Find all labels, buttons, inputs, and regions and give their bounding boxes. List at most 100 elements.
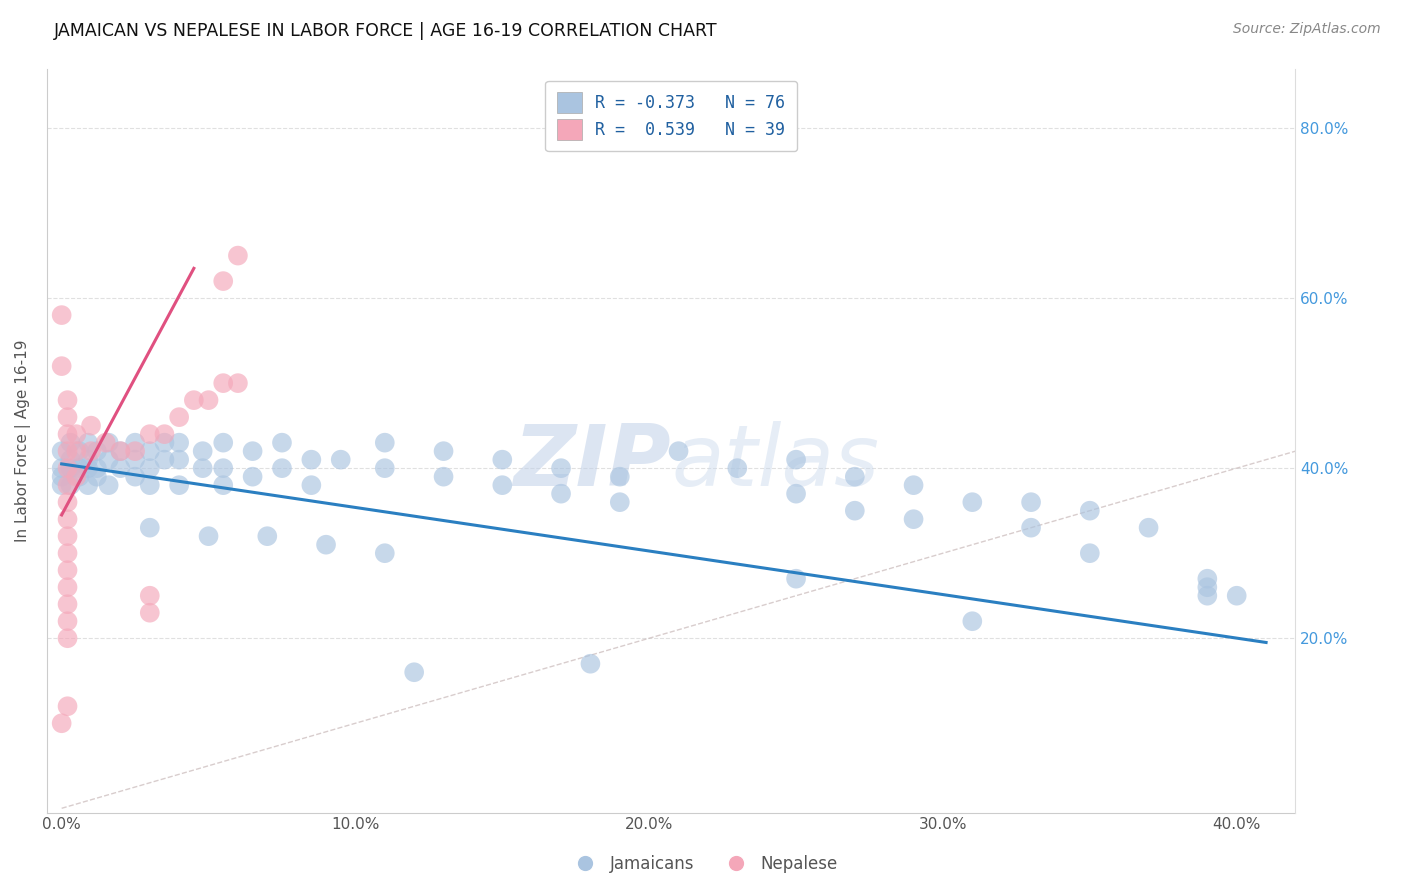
Legend: Jamaicans, Nepalese: Jamaicans, Nepalese [561,848,845,880]
Point [491,478,513,492]
Point [56,580,79,594]
Point [86,461,108,475]
Point [374,546,396,560]
Point [183,393,205,408]
Point [167,452,190,467]
Point [725,461,748,475]
Point [242,469,264,483]
Point [124,435,146,450]
Point [1197,580,1219,594]
Point [56,461,79,475]
Point [80,444,103,458]
Point [197,529,219,543]
Point [77,461,100,475]
Point [212,435,235,450]
Point [197,393,219,408]
Point [1137,521,1160,535]
Point [153,452,176,467]
Point [56,699,79,714]
Point [56,478,79,492]
Point [844,469,866,483]
Point [124,469,146,483]
Point [1078,504,1101,518]
Y-axis label: In Labor Force | Age 16-19: In Labor Force | Age 16-19 [15,339,31,541]
Point [785,572,807,586]
Point [903,512,925,526]
Point [56,512,79,526]
Point [56,495,79,509]
Point [167,478,190,492]
Point [56,631,79,645]
Point [51,478,73,492]
Point [77,435,100,450]
Point [56,546,79,560]
Point [124,444,146,458]
Point [212,478,235,492]
Point [51,444,73,458]
Point [59,452,82,467]
Point [124,452,146,467]
Point [491,452,513,467]
Point [86,469,108,483]
Point [299,452,322,467]
Point [77,478,100,492]
Point [56,597,79,611]
Point [153,435,176,450]
Point [315,538,337,552]
Point [51,469,73,483]
Point [59,461,82,475]
Text: atlas: atlas [671,421,879,504]
Point [299,478,322,492]
Point [579,657,602,671]
Point [374,435,396,450]
Point [51,308,73,322]
Point [962,495,984,509]
Point [1226,589,1249,603]
Point [56,529,79,543]
Point [56,393,79,408]
Point [56,563,79,577]
Point [94,435,117,450]
Point [432,469,454,483]
Point [226,249,249,263]
Point [271,461,294,475]
Point [271,435,294,450]
Point [65,427,87,442]
Point [242,444,264,458]
Point [1019,495,1042,509]
Point [1078,546,1101,560]
Point [1019,521,1042,535]
Point [167,435,190,450]
Point [153,427,176,442]
Point [139,521,162,535]
Point [67,444,90,458]
Point [56,614,79,628]
Text: JAMAICAN VS NEPALESE IN LABOR FORCE | AGE 16-19 CORRELATION CHART: JAMAICAN VS NEPALESE IN LABOR FORCE | AG… [53,22,717,40]
Point [167,410,190,425]
Point [97,435,120,450]
Point [962,614,984,628]
Point [550,486,572,500]
Point [785,486,807,500]
Point [65,444,87,458]
Point [139,427,162,442]
Point [903,478,925,492]
Point [67,461,90,475]
Point [212,274,235,288]
Point [67,469,90,483]
Point [191,461,214,475]
Point [51,716,73,731]
Point [97,452,120,467]
Point [226,376,249,391]
Point [668,444,690,458]
Point [374,461,396,475]
Point [77,452,100,467]
Point [609,495,631,509]
Point [256,529,278,543]
Point [139,478,162,492]
Point [609,469,631,483]
Point [139,444,162,458]
Point [1197,572,1219,586]
Point [56,427,79,442]
Point [844,504,866,518]
